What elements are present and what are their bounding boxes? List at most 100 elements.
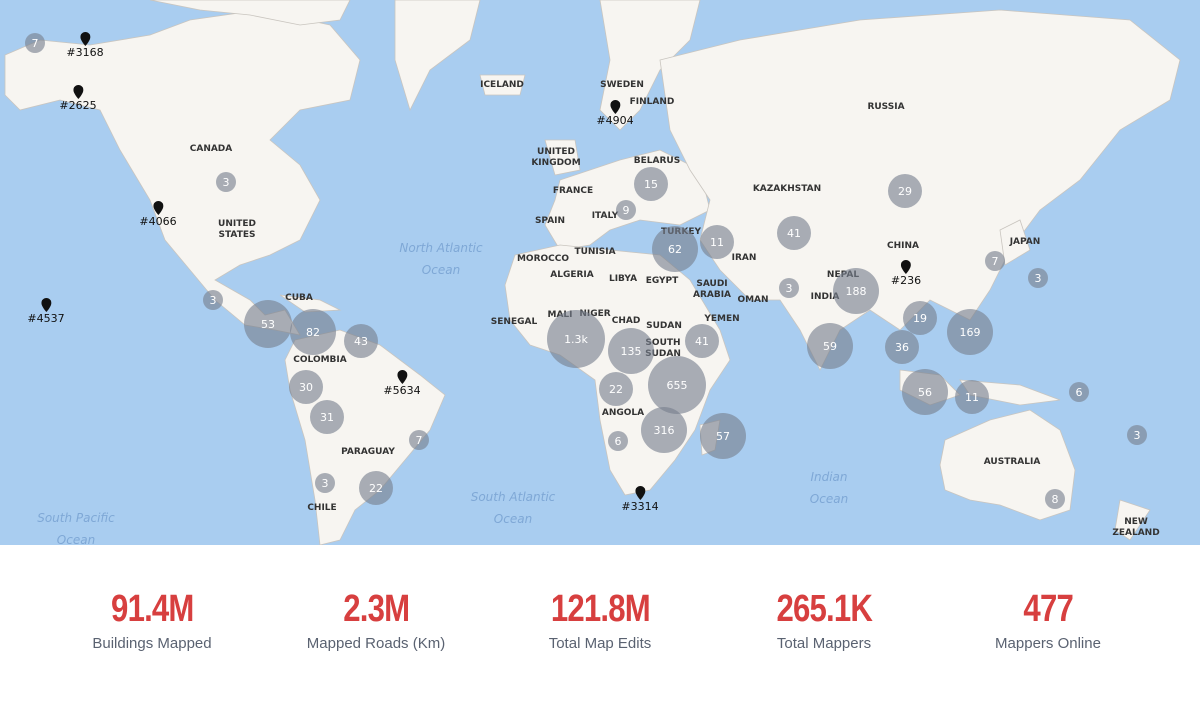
map-cluster[interactable]: 8 xyxy=(1045,489,1065,509)
country-label-colombia: COLOMBIA xyxy=(293,355,347,365)
stat-total-mappers: 265.1K Total Mappers xyxy=(724,587,924,652)
map-cluster[interactable]: 6 xyxy=(608,431,628,451)
map-cluster[interactable]: 3 xyxy=(1028,268,1048,288)
ocean-label-indian: Indian Ocean xyxy=(809,470,849,506)
stat-value: 2.3M xyxy=(342,588,410,630)
country-label-china: CHINA xyxy=(887,241,919,251)
country-label-canada: CANADA xyxy=(189,144,233,154)
map-marker[interactable]: #2625 xyxy=(59,85,97,112)
map-marker-icon xyxy=(610,100,620,114)
map-marker-icon xyxy=(635,486,645,500)
map-cluster[interactable]: 82 xyxy=(290,309,336,355)
map-marker[interactable]: #4537 xyxy=(27,298,65,325)
stat-total-map-edits: 121.8M Total Map Edits xyxy=(500,587,700,652)
country-label-saudi-arabia: SAUDI ARABIA xyxy=(692,279,732,300)
map-cluster[interactable]: 3 xyxy=(203,290,223,310)
map-cluster[interactable]: 188 xyxy=(833,268,879,314)
map-marker-label: #4066 xyxy=(139,215,177,228)
map-cluster[interactable]: 57 xyxy=(700,413,746,459)
map-marker-icon xyxy=(153,201,163,215)
world-map[interactable]: ICELAND SWEDEN FINLAND RUSSIA UNITED KIN… xyxy=(0,0,1200,545)
map-marker[interactable]: #3314 xyxy=(621,486,659,513)
map-cluster[interactable]: 7 xyxy=(409,430,429,450)
map-cluster[interactable]: 59 xyxy=(807,323,853,369)
country-label-paraguay: PARAGUAY xyxy=(341,447,395,457)
stat-value: 477 xyxy=(1023,588,1073,630)
map-cluster[interactable]: 3 xyxy=(315,473,335,493)
stat-mapped-roads: 2.3M Mapped Roads (Km) xyxy=(276,587,476,652)
country-label-south-sudan: SOUTH SUDAN xyxy=(645,338,681,359)
country-label-france: FRANCE xyxy=(552,186,594,196)
map-cluster[interactable]: 655 xyxy=(648,356,706,414)
map-cluster[interactable]: 30 xyxy=(289,370,323,404)
country-label-sudan: SUDAN xyxy=(646,321,682,331)
country-label-united-kingdom: UNITED KINGDOM xyxy=(531,147,581,168)
country-label-sweden: SWEDEN xyxy=(600,80,644,90)
map-cluster[interactable]: 41 xyxy=(777,216,811,250)
map-marker-label: #2625 xyxy=(59,99,97,112)
stat-label: Total Map Edits xyxy=(548,635,652,652)
country-label-chad: CHAD xyxy=(611,316,641,326)
map-cluster[interactable]: 135 xyxy=(608,328,654,374)
ocean-label-south-pacific: South Pacific Ocean xyxy=(37,511,115,545)
country-label-belarus: BELARUS xyxy=(633,156,681,166)
country-label-chile: CHILE xyxy=(307,503,337,513)
map-marker-label: #4537 xyxy=(27,312,65,325)
map-cluster[interactable]: 316 xyxy=(641,407,687,453)
map-cluster[interactable]: 9 xyxy=(616,200,636,220)
map-cluster[interactable]: 22 xyxy=(599,372,633,406)
map-marker-label: #5634 xyxy=(383,384,421,397)
stat-label: Mapped Roads (Km) xyxy=(306,635,446,652)
map-cluster[interactable]: 7 xyxy=(25,33,45,53)
map-cluster[interactable]: 15 xyxy=(634,167,668,201)
stat-label: Mappers Online xyxy=(995,635,1101,652)
map-marker-label: #3168 xyxy=(66,46,104,59)
map-cluster[interactable]: 43 xyxy=(344,324,378,358)
country-label-new-zealand: NEW ZEALAND xyxy=(1112,517,1160,538)
stat-mappers-online: 477 Mappers Online xyxy=(948,587,1148,652)
map-cluster[interactable]: 3 xyxy=(1127,425,1147,445)
country-label-senegal: SENEGAL xyxy=(490,317,538,327)
map-marker[interactable]: #4066 xyxy=(139,201,177,228)
map-marker-label: #3314 xyxy=(621,500,659,513)
map-cluster[interactable]: 11 xyxy=(700,225,734,259)
stat-value: 121.8M xyxy=(550,588,650,630)
country-label-finland: FINLAND xyxy=(629,97,675,107)
country-label-russia: RUSSIA xyxy=(867,102,905,112)
map-cluster[interactable]: 3 xyxy=(779,278,799,298)
map-cluster[interactable]: 29 xyxy=(888,174,922,208)
map-cluster[interactable]: 41 xyxy=(685,324,719,358)
map-cluster[interactable]: 6 xyxy=(1069,382,1089,402)
map-marker-icon xyxy=(41,298,51,312)
country-label-cuba: CUBA xyxy=(285,293,313,303)
stat-buildings-mapped: 91.4M Buildings Mapped xyxy=(52,587,252,652)
map-cluster[interactable]: 19 xyxy=(903,301,937,335)
country-label-japan: JAPAN xyxy=(1009,237,1041,247)
map-marker[interactable]: #5634 xyxy=(383,370,421,397)
map-cluster[interactable]: 3 xyxy=(216,172,236,192)
map-cluster[interactable]: 169 xyxy=(947,309,993,355)
country-label-australia: AUSTRALIA xyxy=(983,457,1041,467)
map-cluster[interactable]: 1.3k xyxy=(547,310,605,368)
map-cluster[interactable]: 11 xyxy=(955,380,989,414)
map-cluster[interactable]: 36 xyxy=(885,330,919,364)
country-label-italy: ITALY xyxy=(591,211,619,221)
map-marker[interactable]: #4904 xyxy=(596,100,634,127)
country-label-algeria: ALGERIA xyxy=(550,270,594,280)
map-cluster[interactable]: 22 xyxy=(359,471,393,505)
country-label-kazakhstan: KAZAKHSTAN xyxy=(752,184,822,194)
map-marker[interactable]: #236 xyxy=(891,260,921,287)
map-cluster[interactable]: 62 xyxy=(652,226,698,272)
map-cluster[interactable]: 7 xyxy=(985,251,1005,271)
map-marker[interactable]: #3168 xyxy=(66,32,104,59)
country-label-india: INDIA xyxy=(810,292,840,302)
stat-label: Total Mappers xyxy=(776,635,872,652)
country-label-morocco: MOROCCO xyxy=(516,254,570,264)
map-cluster[interactable]: 53 xyxy=(244,300,292,348)
map-marker-label: #4904 xyxy=(596,114,634,127)
map-marker-icon xyxy=(397,370,407,384)
map-cluster[interactable]: 31 xyxy=(310,400,344,434)
stat-label: Buildings Mapped xyxy=(92,635,212,652)
map-cluster[interactable]: 56 xyxy=(902,369,948,415)
stat-value: 91.4M xyxy=(110,588,194,630)
